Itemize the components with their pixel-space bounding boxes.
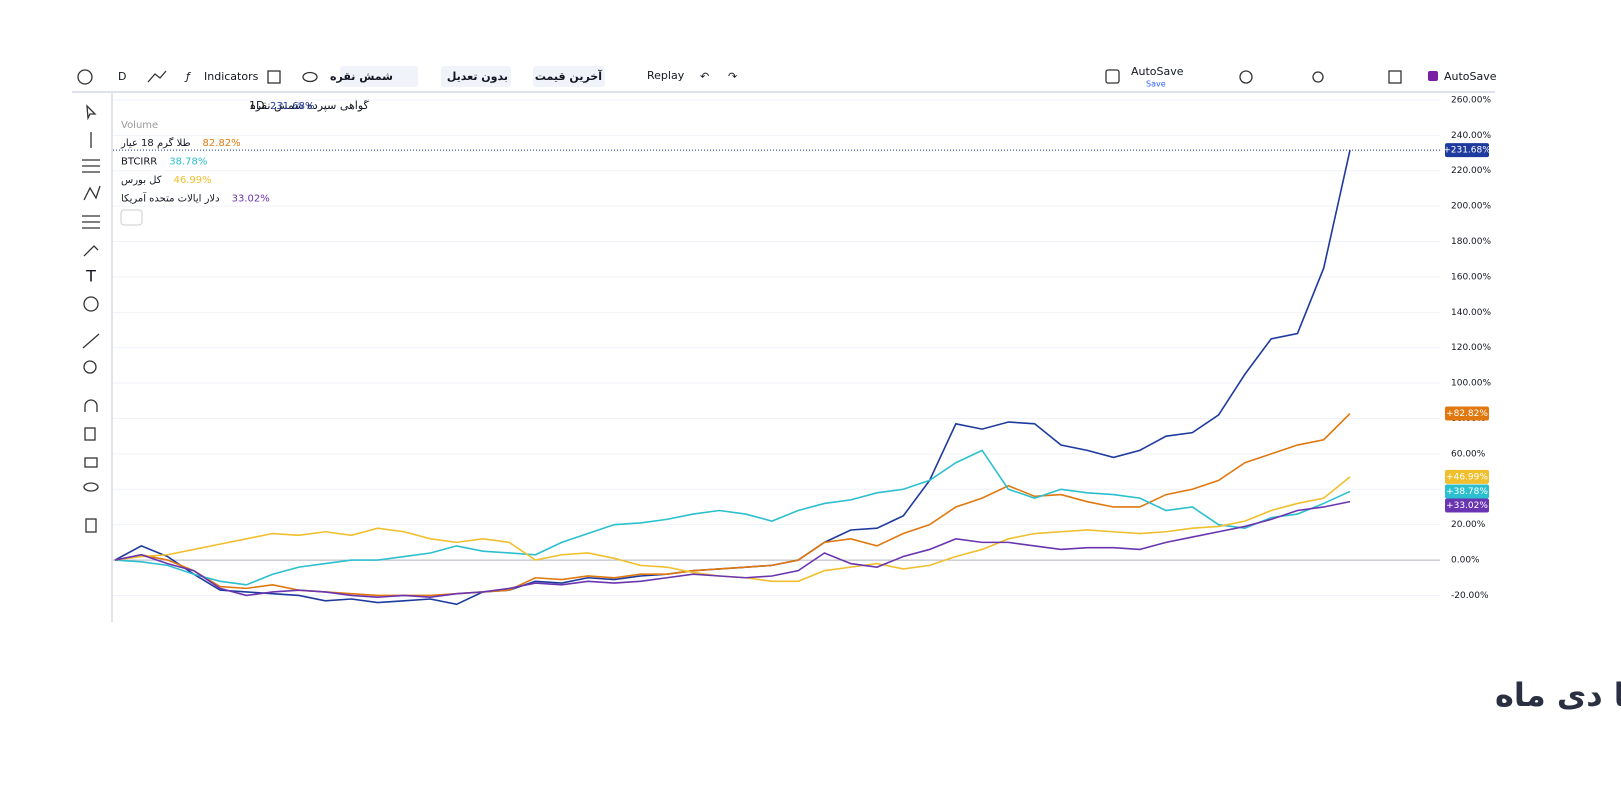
autosave-check-label[interactable]: AutoSave [1444,70,1497,83]
adjust-button[interactable]: بدون تعدیل [447,70,508,83]
series-line [114,476,1351,583]
legend-name: دلار ایالات متحده آمریکا [121,192,220,205]
replay-button[interactable]: Replay [647,69,685,82]
legend-value: 82.82% [203,138,241,149]
collapse-button[interactable] [120,209,143,226]
interval-button[interactable]: D [118,70,126,83]
emoji-tool[interactable] [83,296,99,312]
y-tick-label: 200.00% [1451,202,1491,212]
legend-value: 33.02% [232,194,270,205]
page-title: بازدهی بازارهای مختلف از ابتدای سال ۱۴۰۴… [1495,676,1621,714]
toolbar: D ƒ Indicators شمش نقره بدون تعدیل آخرین… [77,65,1497,89]
share-icon[interactable] [1312,71,1324,83]
legend-value: 231.68% [270,101,315,112]
legend-name: BTCIRR [121,157,157,168]
chart-type-icon[interactable] [147,70,167,83]
series-line [114,449,1351,586]
add-icon[interactable] [77,69,93,85]
cursor-tool[interactable] [86,104,97,121]
price-tag-label: +38.78% [1446,487,1488,497]
save-label[interactable]: Save [1146,80,1166,89]
legend-name: گواهی سپرده شمش نقره [250,99,370,112]
y-tick-label: 180.00% [1451,237,1491,247]
delete-tool[interactable] [85,518,97,533]
legend-value: 38.78% [169,157,207,168]
y-tick-label: 60.00% [1451,449,1486,459]
fib-tool[interactable] [82,159,100,173]
price-tag [1445,143,1489,158]
undo-icon[interactable]: ↶ [700,70,709,83]
series-line [114,500,1351,599]
forecast-tool[interactable] [82,215,100,229]
adjust-box[interactable] [441,66,511,87]
y-tick-label: 20.00% [1451,520,1486,530]
autosave-label: AutoSave [1131,65,1184,78]
legend-name: کل بورس [121,175,162,186]
price-tag [1445,469,1489,484]
autosave-checkbox[interactable] [1428,71,1438,81]
legend-name: طلا گرم 18 عیار [120,137,191,149]
price-tag-label: +33.02% [1446,501,1488,511]
price-tag [1445,406,1489,421]
price-tag [1445,484,1489,499]
fx-icon: ƒ [184,70,192,83]
indicators-button[interactable]: Indicators [204,70,259,83]
legend-value: 46.99% [174,175,212,186]
settings-icon[interactable] [1239,70,1253,84]
symbol-button[interactable]: شمش نقره [330,70,393,83]
legend-interval: 1D [249,99,264,112]
price-tag-label: +46.99% [1446,472,1488,482]
symbol-box[interactable] [340,66,418,87]
lock-draw-tool[interactable] [84,427,96,441]
y-tick-label: 160.00% [1451,272,1491,282]
y-tick-label: -20.00% [1451,591,1489,601]
lock-tool[interactable] [84,457,98,468]
redo-icon[interactable]: ↷ [728,70,737,83]
hide-tool[interactable] [83,482,99,492]
price-type-button[interactable]: آخرین قیمت [535,69,602,83]
y-tick-label: 140.00% [1451,308,1491,318]
pattern-tool[interactable] [83,185,101,201]
text-tool[interactable]: T [85,267,96,286]
y-tick-label: 260.00% [1451,95,1491,105]
volume-label: Volume [121,120,158,131]
y-tick-label: 220.00% [1451,166,1491,176]
y-tick-label: 120.00% [1451,343,1491,353]
ruler-tool[interactable] [82,333,100,349]
layout-icon[interactable] [267,70,281,84]
price-box[interactable] [533,66,605,87]
price-tag-label: +231.68% [1443,146,1491,156]
brush-tool[interactable] [83,245,99,257]
fullscreen-icon[interactable] [1388,70,1402,84]
price-tag-label: +82.82% [1446,409,1488,419]
magnet-tool[interactable] [84,399,98,412]
drawing-tools: T [82,104,101,533]
series-line [114,412,1351,597]
y-tick-label: 0.00% [1451,556,1480,566]
eye-icon[interactable] [302,71,318,83]
series-line [114,149,1351,606]
autosave-box[interactable] [1105,69,1120,84]
y-tick-label: 100.00% [1451,379,1491,389]
price-tag [1445,498,1489,513]
y-tick-label: 240.00% [1451,131,1491,141]
zoom-tool[interactable] [83,360,97,374]
